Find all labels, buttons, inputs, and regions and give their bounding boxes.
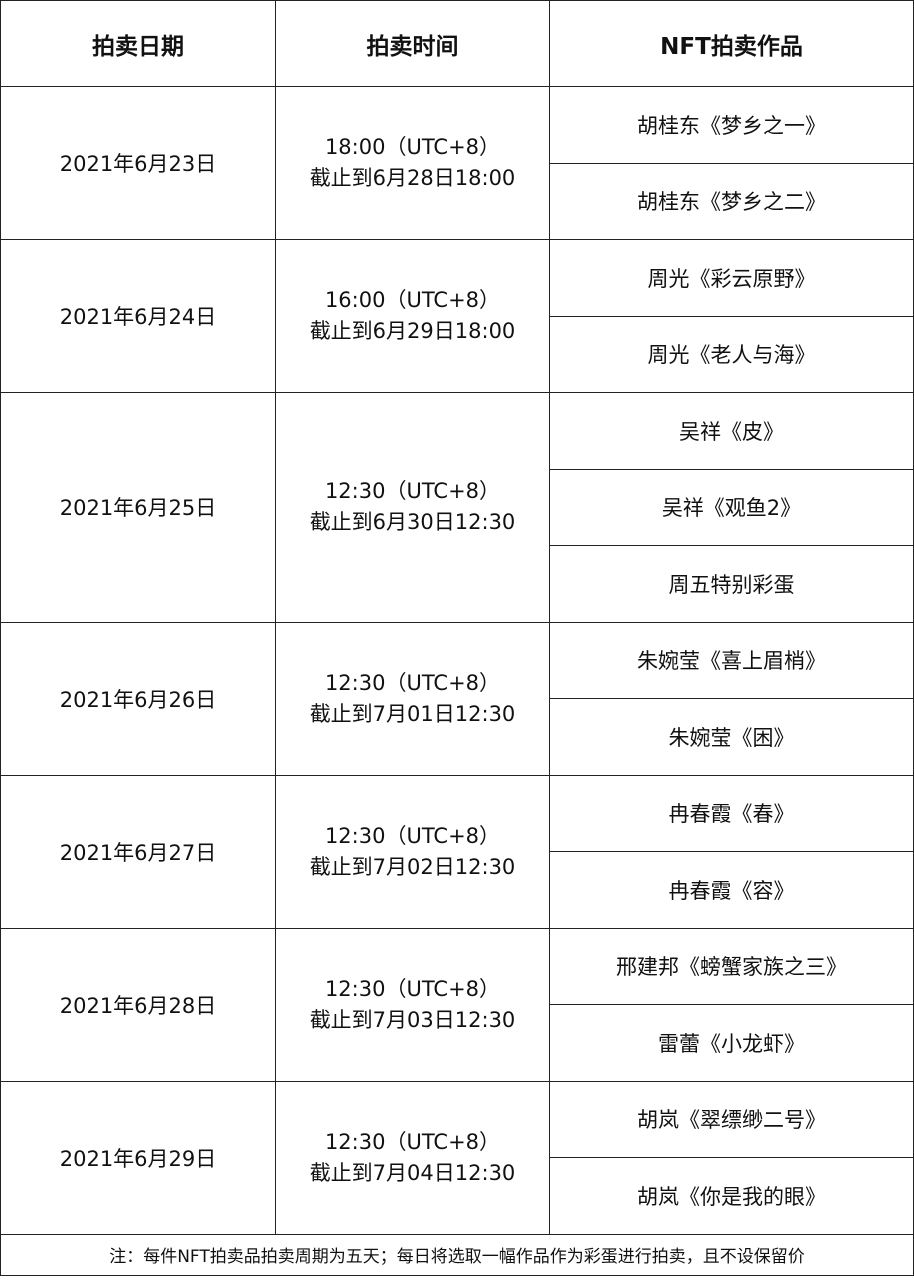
auction-deadline: 截止到6月28日18:00 [309,166,516,190]
footnote: 注：每件NFT拍卖品拍卖周期为五天；每日将选取一幅作品作为彩蛋进行拍卖，且不设保… [0,1233,914,1276]
table-row: 2021年6月23日 18:00（UTC+8） 截止到6月28日18:00 胡桂东《梦… [0,86,914,240]
auction-deadline: 截止到6月30日12:30 [309,510,516,535]
auction-work: 邢建邦《螃蟹家族之三》 [549,927,914,1005]
auction-work: 冉春霞《容》 [549,851,914,929]
table-row: 周光《老人与海》 [1,315,914,393]
auction-start-time: 12:30（UTC+8） [324,976,501,1001]
auction-work: 胡桂东《梦乡之二》 [549,162,914,240]
auction-work: 雷蕾《小龙虾》 [549,1004,914,1082]
table-row: 2021年6月25日 12:30（UTC+8） 截止到6月30日12:30 吴祥《皮》 [0,392,914,623]
table-row: 胡桂东《梦乡之二》 [1,162,914,240]
table-row: 2021年6月27日 12:30（UTC+8） 截止到7月02日12:30 冉春霞《春… [0,774,914,929]
header-time: 拍卖时间 [275,0,550,87]
table-row: 胡岚《你是我的眼》 [1,1157,914,1235]
table-row: 周五特别彩蛋 [1,545,914,623]
auction-start-time: 18:00（UTC+8） [324,135,501,159]
auction-start-time: 16:00（UTC+8） [324,288,501,312]
auction-work: 朱婉莹《困》 [549,698,914,776]
auction-work: 胡岚《翠缥缈二号》 [549,1080,914,1158]
auction-start-time: 12:30（UTC+8） [324,479,501,504]
auction-deadline: 截止到6月29日18:00 [309,319,516,343]
header-date: 拍卖日期 [0,0,276,87]
note-row: 注：每件NFT拍卖品拍卖周期为五天；每日将选取一幅作品作为彩蛋进行拍卖，且不设保… [0,1233,914,1276]
auction-date: 2021年6月27日 [0,774,276,929]
auction-time-cell: 16:00（UTC+8） 截止到6月29日18:00 [275,239,550,393]
auction-work: 冉春霞《春》 [549,774,914,852]
auction-work: 胡桂东《梦乡之一》 [549,86,914,164]
table-row: 2021年6月29日 12:30（UTC+8） 截止到7月04日12:30 胡岚《翠缥… [0,1080,914,1235]
table-row: 朱婉莹《困》 [1,698,914,776]
auction-time-cell: 12:30（UTC+8） 截止到7月01日12:30 [275,621,550,776]
table-row: 吴祥《观鱼2》 [1,468,914,546]
auction-start-time: 12:30（UTC+8） [324,670,501,695]
auction-start-time: 12:30（UTC+8） [324,1129,501,1154]
auction-work: 朱婉莹《喜上眉梢》 [549,621,914,699]
auction-time-cell: 18:00（UTC+8） 截止到6月28日18:00 [275,86,550,240]
auction-time-cell: 12:30（UTC+8） 截止到7月03日12:30 [275,927,550,1082]
auction-time-cell: 12:30（UTC+8） 截止到7月04日12:30 [275,1080,550,1235]
auction-start-time: 12:30（UTC+8） [324,823,501,848]
auction-deadline: 截止到7月02日12:30 [309,854,516,879]
auction-date: 2021年6月26日 [0,621,276,776]
auction-date: 2021年6月29日 [0,1080,276,1235]
auction-deadline: 截止到7月03日12:30 [309,1007,516,1032]
table-row: 冉春霞《容》 [1,851,914,929]
auction-work: 周光《老人与海》 [549,315,914,393]
header-row: 拍卖日期 拍卖时间 NFT拍卖作品 [0,0,914,87]
auction-date: 2021年6月25日 [0,392,276,623]
auction-time-cell: 12:30（UTC+8） 截止到7月02日12:30 [275,774,550,929]
auction-deadline: 截止到7月04日12:30 [309,1160,516,1185]
table-row: 2021年6月24日 16:00（UTC+8） 截止到6月29日18:00 周光《彩云… [0,239,914,393]
auction-deadline: 截止到7月01日12:30 [309,701,516,726]
table-row: 2021年6月28日 12:30（UTC+8） 截止到7月03日12:30 邢建邦《螃… [0,927,914,1082]
auction-work: 周光《彩云原野》 [549,239,914,317]
auction-date: 2021年6月23日 [0,86,276,240]
auction-date: 2021年6月24日 [0,239,276,393]
table-row: 2021年6月26日 12:30（UTC+8） 截止到7月01日12:30 朱婉莹《喜… [0,621,914,776]
auction-work: 吴祥《皮》 [549,392,914,470]
auction-work: 周五特别彩蛋 [549,545,914,623]
auction-time-cell: 12:30（UTC+8） 截止到6月30日12:30 [275,392,550,623]
auction-work: 胡岚《你是我的眼》 [549,1157,914,1235]
auction-date: 2021年6月28日 [0,927,276,1082]
header-works: NFT拍卖作品 [549,0,914,87]
auction-work: 吴祥《观鱼2》 [549,468,914,546]
